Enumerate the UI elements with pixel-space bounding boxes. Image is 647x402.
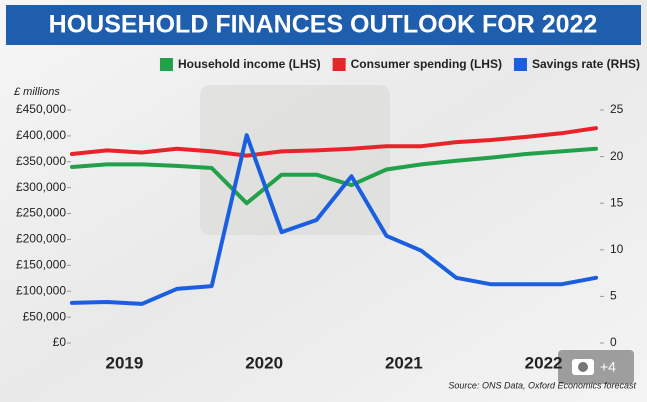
x-tick-label: 2022 — [525, 353, 563, 372]
y-tick-label: £300,000 — [16, 180, 66, 194]
y-tick-label: £50,000 — [23, 309, 67, 323]
y2-tick-label: 15 — [610, 195, 624, 209]
legend-swatch — [159, 58, 173, 71]
photo-backdrop — [200, 85, 390, 235]
x-tick-label: 2021 — [385, 353, 423, 372]
y-tick-label: £100,000 — [16, 283, 66, 297]
y-tick-label: £0 — [53, 335, 67, 349]
series-line — [70, 126, 598, 158]
legend-swatch — [513, 58, 527, 71]
chart-title: HOUSEHOLD FINANCES OUTLOOK FOR 2022 — [49, 11, 598, 39]
y2-tick-label: 20 — [610, 149, 624, 163]
unit-label: £ millions — [13, 86, 60, 98]
y-tick-label: £400,000 — [16, 128, 66, 142]
camera-lens — [578, 362, 588, 372]
series-line — [70, 133, 598, 306]
legend-label: Household income (LHS) — [178, 57, 321, 71]
legend-label: Consumer spending (LHS) — [351, 57, 502, 71]
y-tick-label: £350,000 — [16, 154, 66, 168]
gallery-count[interactable]: +4 — [600, 359, 616, 375]
series-line — [70, 146, 598, 206]
y2-tick-label: 5 — [610, 289, 617, 303]
y-tick-label: £200,000 — [16, 232, 66, 246]
y-tick-label: £250,000 — [16, 206, 66, 220]
legend-swatch — [332, 58, 346, 71]
y2-tick-label: 10 — [610, 242, 624, 256]
y2-tick-label: 25 — [610, 102, 624, 116]
y-tick-label: £450,000 — [16, 102, 66, 116]
y2-tick-label: 0 — [610, 335, 617, 349]
source: Source: ONS Data, Oxford Economics forec… — [448, 380, 636, 390]
x-tick-label: 2020 — [245, 353, 283, 372]
title-bar — [6, 5, 641, 45]
y-tick-label: £150,000 — [16, 258, 66, 272]
gallery-badge[interactable] — [558, 350, 634, 384]
legend-label: Savings rate (RHS) — [532, 57, 640, 71]
x-tick-label: 2019 — [105, 353, 143, 372]
